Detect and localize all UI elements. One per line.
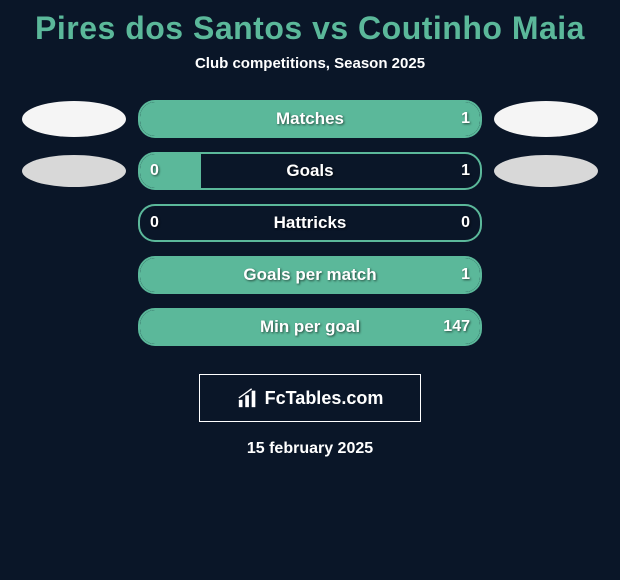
stat-row-goals: Goals 0 1 [0, 152, 620, 190]
bar-label: Goals [286, 161, 333, 181]
stat-bar: Min per goal 147 [138, 308, 482, 346]
stat-bar: Matches 1 [138, 100, 482, 138]
bar-value-left: 0 [150, 214, 159, 232]
page-title: Pires dos Santos vs Coutinho Maia [35, 10, 585, 47]
bar-value-right: 0 [461, 214, 470, 232]
branding-text: FcTables.com [265, 388, 384, 409]
bar-label: Hattricks [274, 213, 347, 233]
bar-label: Matches [276, 109, 344, 129]
bar-value-right: 147 [443, 318, 470, 336]
stat-row-matches: Matches 1 [0, 100, 620, 138]
bar-chart-icon [237, 387, 259, 409]
date-text: 15 february 2025 [247, 440, 373, 458]
stat-row-gpm: Goals per match 1 [0, 256, 620, 294]
stat-row-mpg: Min per goal 147 [0, 308, 620, 346]
bar-label: Min per goal [260, 317, 360, 337]
club-right-logo [494, 152, 598, 190]
page-subtitle: Club competitions, Season 2025 [195, 55, 425, 72]
bar-value-right: 1 [461, 110, 470, 128]
ellipse-icon [22, 155, 126, 187]
stat-bar: Hattricks 0 0 [138, 204, 482, 242]
ellipse-icon [494, 101, 598, 137]
bar-value-left: 0 [150, 162, 159, 180]
team-right-logo [494, 100, 598, 138]
bar-label: Goals per match [243, 265, 376, 285]
club-left-logo [22, 152, 126, 190]
ellipse-icon [22, 101, 126, 137]
ellipse-icon [494, 155, 598, 187]
team-left-logo [22, 100, 126, 138]
bar-value-right: 1 [461, 266, 470, 284]
stat-bar: Goals per match 1 [138, 256, 482, 294]
bar-value-right: 1 [461, 162, 470, 180]
branding-box: FcTables.com [199, 374, 421, 422]
comparison-infographic: Pires dos Santos vs Coutinho Maia Club c… [0, 0, 620, 458]
stat-row-hattricks: Hattricks 0 0 [0, 204, 620, 242]
stat-bar: Goals 0 1 [138, 152, 482, 190]
